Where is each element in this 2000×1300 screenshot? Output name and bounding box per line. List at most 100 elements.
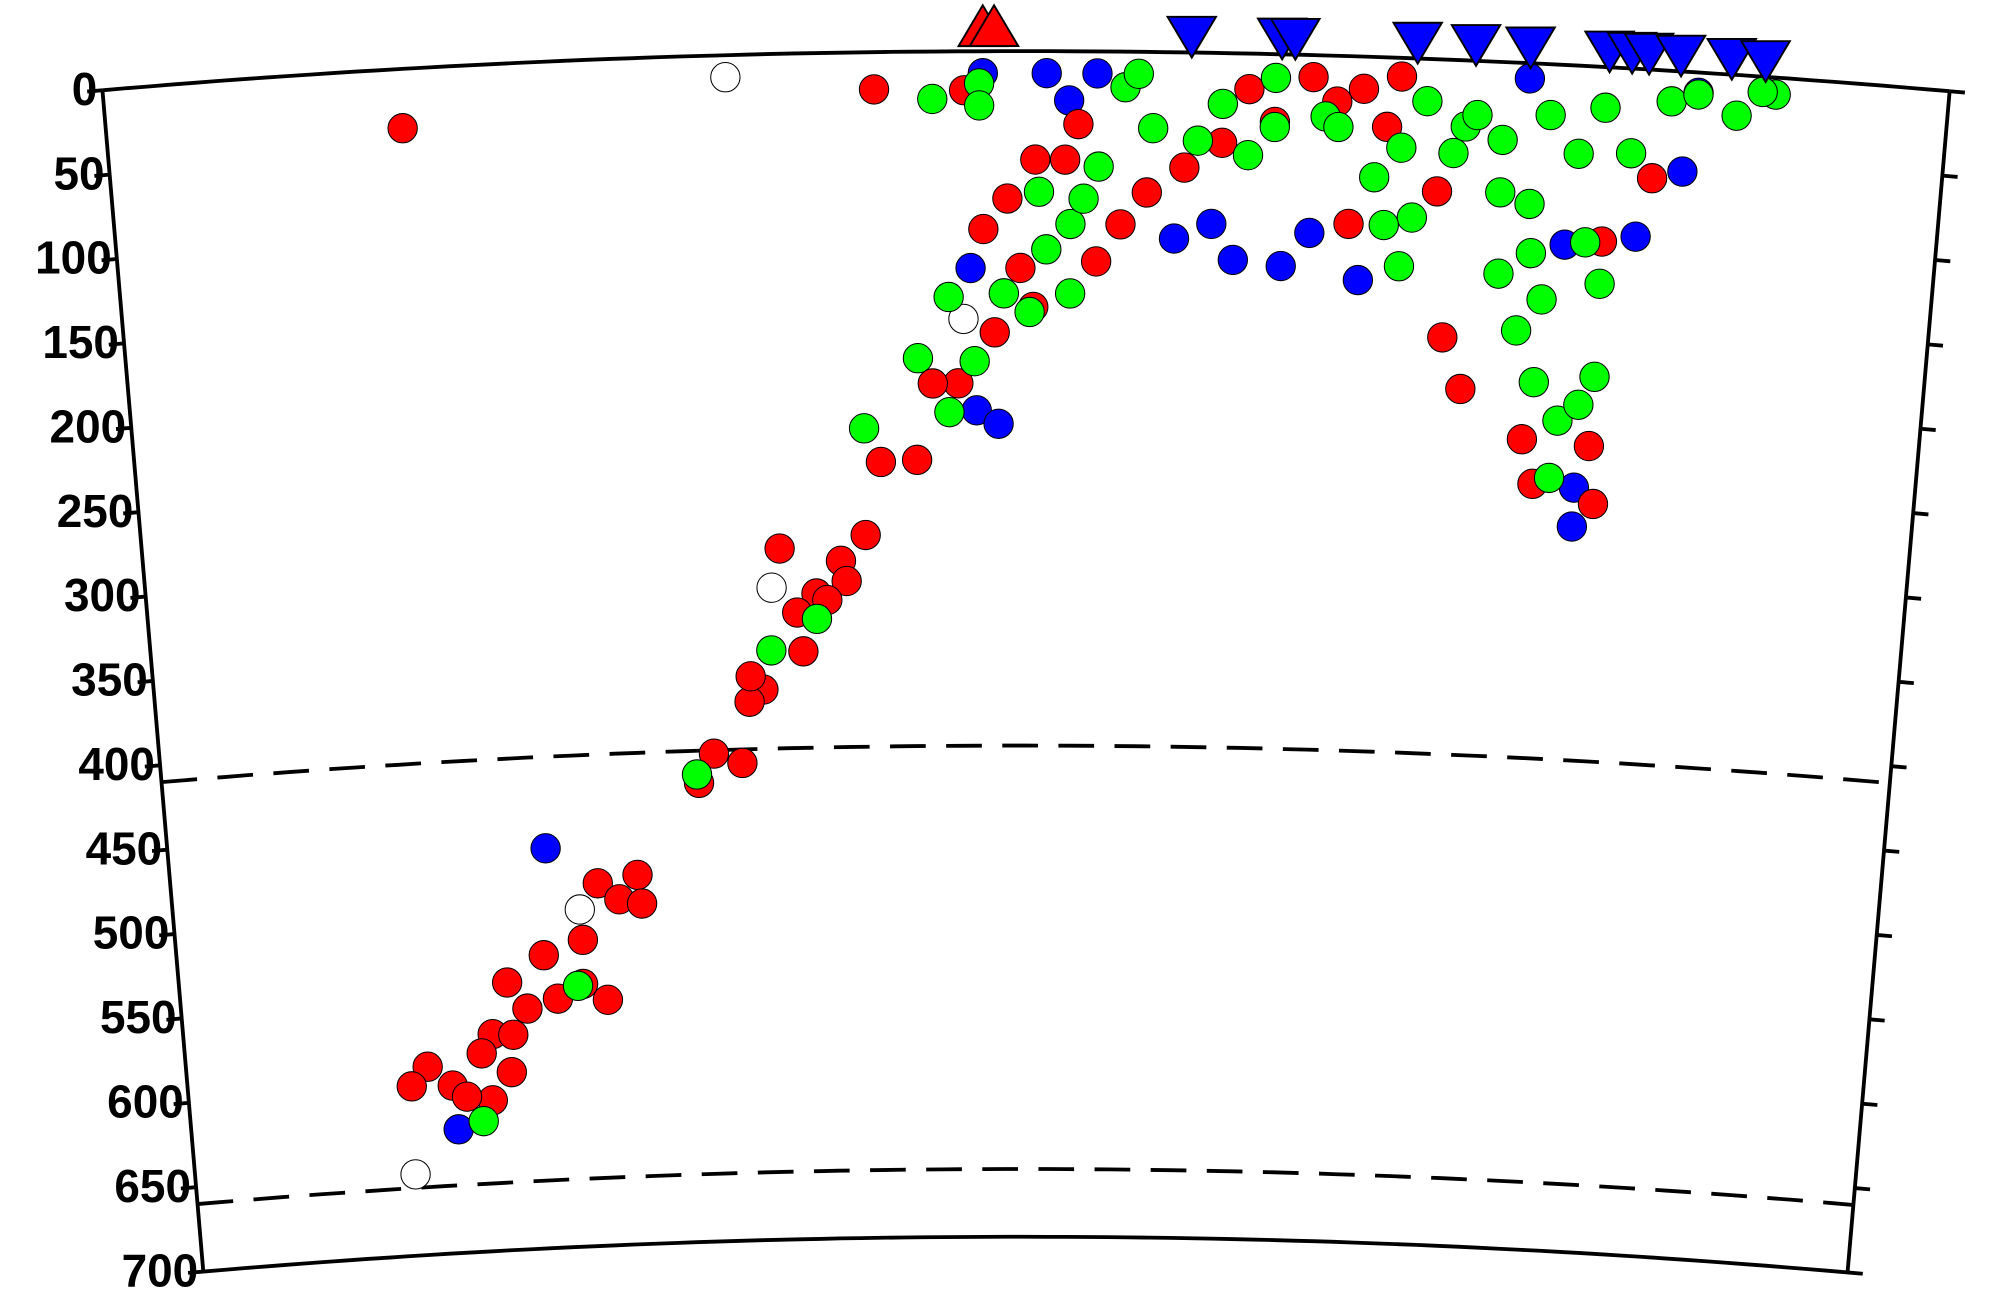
y-tick-label: 350: [71, 654, 148, 706]
event: [1483, 258, 1514, 289]
y-tick-label: 550: [100, 991, 177, 1043]
event: [1518, 366, 1549, 398]
event: [948, 303, 979, 335]
event: [756, 572, 787, 603]
event: [1579, 361, 1610, 393]
event: [901, 444, 933, 476]
discontinuity: [197, 1167, 1854, 1207]
event: [1445, 373, 1476, 405]
y-tick-right: [1876, 933, 1893, 939]
event: [1485, 177, 1516, 208]
event: [1234, 73, 1265, 105]
event: [1368, 209, 1399, 241]
event: [1396, 202, 1428, 233]
event: [466, 1038, 497, 1069]
event: [1020, 144, 1051, 175]
event: [512, 993, 543, 1024]
event: [801, 603, 833, 635]
event: [451, 1081, 483, 1112]
event: [491, 967, 523, 998]
y-tick-left: [159, 932, 175, 938]
y-tick-label: 250: [57, 485, 134, 537]
event: [1747, 76, 1778, 108]
y-tick-left: [187, 1269, 204, 1275]
event: [681, 759, 713, 790]
event: [1427, 322, 1458, 353]
event: [1386, 61, 1418, 92]
event: [1500, 315, 1532, 346]
event: [1563, 138, 1594, 169]
y-tick-label: 300: [64, 569, 141, 621]
y-tick-label: 650: [114, 1160, 191, 1212]
y-tick-label: 100: [35, 232, 112, 284]
event: [468, 1105, 499, 1137]
event: [1656, 86, 1687, 117]
y-tick-left: [173, 1100, 190, 1107]
event: [955, 252, 986, 284]
event: [1421, 176, 1453, 207]
event: [1636, 163, 1668, 194]
event: [1196, 208, 1227, 240]
event: [1068, 183, 1099, 214]
event: [1506, 424, 1538, 455]
event: [592, 984, 624, 1015]
y-tick-right: [1934, 258, 1951, 264]
y-tick-right: [1883, 848, 1900, 854]
event: [1333, 208, 1364, 240]
y-tick-label: 600: [107, 1076, 184, 1128]
event: [902, 343, 934, 374]
event: [850, 519, 881, 551]
event: [1667, 156, 1698, 187]
event: [1323, 111, 1354, 143]
y-tick-label: 50: [53, 147, 104, 199]
event: [1412, 86, 1443, 117]
event: [1054, 278, 1086, 309]
station: [1391, 21, 1444, 66]
event: [528, 940, 559, 971]
event: [1182, 125, 1214, 156]
y-tick-right: [1913, 511, 1929, 517]
event: [1005, 252, 1036, 284]
y-tick-left: [123, 510, 139, 516]
event: [1386, 132, 1417, 163]
event: [1023, 176, 1055, 207]
y-tick-label: 700: [122, 1244, 199, 1296]
event: [396, 1071, 427, 1102]
event: [1570, 227, 1601, 258]
event: [988, 278, 1020, 309]
event: [1083, 151, 1114, 182]
y-tick-left: [101, 257, 118, 263]
event: [1542, 405, 1573, 436]
discontinuity: [161, 743, 1890, 785]
event: [992, 183, 1023, 214]
event: [934, 396, 965, 428]
y-tick-left: [115, 425, 132, 431]
event: [917, 83, 948, 115]
event: [710, 62, 741, 93]
y-tick-left: [87, 88, 103, 94]
event: [1383, 251, 1415, 282]
y-tick-left: [166, 1016, 182, 1022]
event: [1169, 152, 1200, 183]
y-tick-right: [1891, 764, 1907, 770]
event: [1721, 100, 1752, 131]
y-tick-label: 200: [50, 400, 127, 452]
event: [622, 859, 653, 891]
y-tick-left: [130, 594, 146, 600]
y-tick-left: [151, 847, 168, 853]
station: [1165, 15, 1218, 60]
event: [1123, 58, 1154, 89]
station: [1504, 26, 1557, 71]
y-tick-right: [1927, 342, 1944, 348]
frame-top: [102, 49, 1950, 94]
station: [1450, 24, 1502, 68]
event: [1526, 284, 1557, 315]
event: [1082, 58, 1113, 89]
event: [1573, 430, 1605, 462]
event: [1063, 108, 1094, 140]
event: [858, 74, 890, 105]
y-tick-label: 0: [72, 63, 98, 115]
event: [530, 833, 561, 864]
